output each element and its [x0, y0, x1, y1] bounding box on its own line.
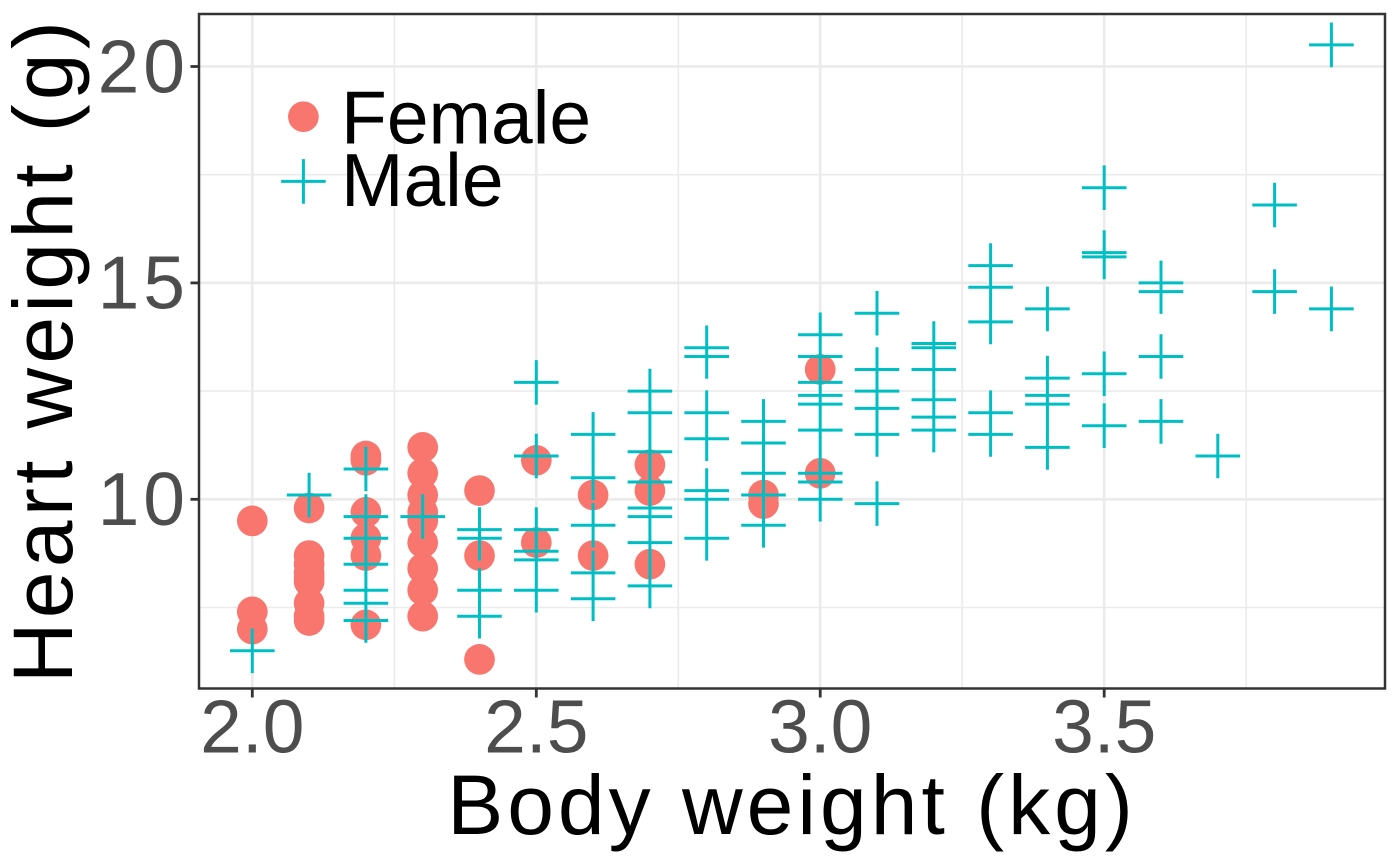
svg-text:3.5: 3.5 — [1052, 685, 1156, 769]
svg-text:10: 10 — [98, 457, 189, 541]
svg-text:Male: Male — [341, 138, 504, 222]
svg-text:20: 20 — [98, 24, 189, 108]
svg-text:Heart weight (g): Heart weight (g) — [0, 17, 90, 683]
svg-text:3.0: 3.0 — [768, 685, 872, 769]
svg-text:2.0: 2.0 — [200, 685, 304, 769]
svg-text:2.5: 2.5 — [484, 685, 588, 769]
svg-text:Body weight (kg): Body weight (kg) — [447, 758, 1137, 852]
svg-text:15: 15 — [98, 241, 189, 325]
svg-text:Female: Female — [341, 75, 591, 159]
